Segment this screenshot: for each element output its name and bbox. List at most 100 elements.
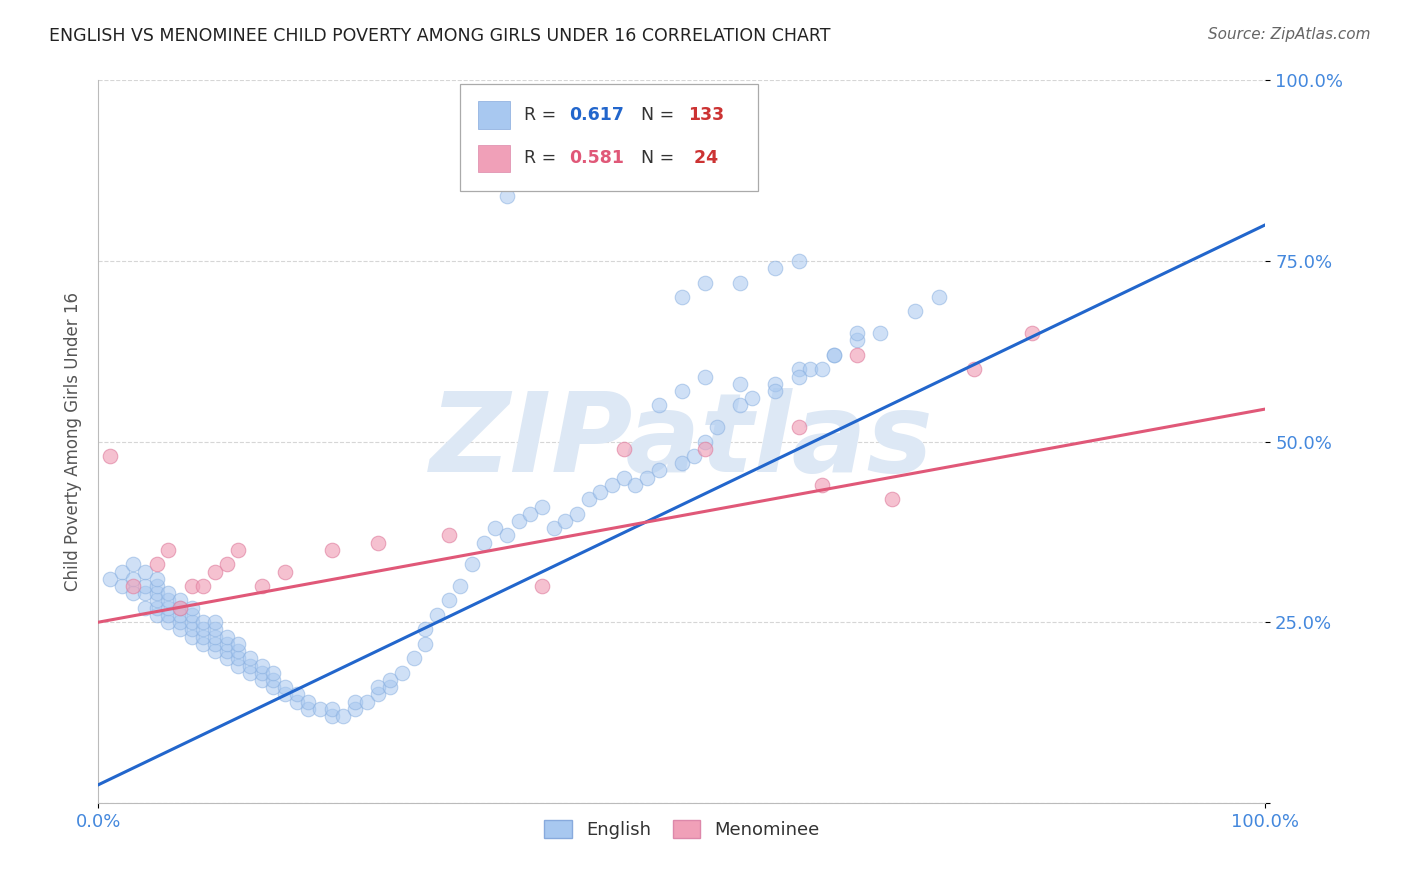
Point — [413, 637, 436, 651]
Point — [695, 434, 717, 449]
Point — [554, 167, 576, 181]
Point — [250, 658, 273, 673]
Point — [624, 478, 647, 492]
Point — [647, 463, 669, 477]
Point — [250, 665, 273, 680]
Point — [98, 449, 121, 463]
Point — [146, 558, 169, 572]
Point — [122, 572, 145, 586]
Point — [146, 600, 169, 615]
Point — [321, 709, 343, 723]
Point — [228, 644, 250, 658]
Point — [344, 702, 367, 716]
Point — [730, 276, 752, 290]
Point — [215, 630, 238, 644]
Point — [730, 398, 752, 412]
Point — [530, 579, 553, 593]
Point — [250, 579, 273, 593]
Y-axis label: Child Poverty Among Girls Under 16: Child Poverty Among Girls Under 16 — [63, 292, 82, 591]
Point — [297, 695, 319, 709]
Point — [823, 348, 845, 362]
Point — [426, 607, 449, 622]
Point — [239, 658, 262, 673]
Point — [204, 644, 226, 658]
Point — [157, 542, 180, 557]
Point — [169, 623, 191, 637]
Point — [530, 500, 553, 514]
Point — [695, 276, 717, 290]
Point — [880, 492, 903, 507]
Point — [228, 542, 250, 557]
Point — [613, 153, 636, 167]
Point — [787, 369, 810, 384]
Text: R =: R = — [524, 149, 562, 168]
Point — [904, 304, 927, 318]
Point — [215, 558, 238, 572]
Point — [228, 637, 250, 651]
Point — [157, 586, 180, 600]
Point — [169, 600, 191, 615]
Point — [169, 593, 191, 607]
Point — [297, 702, 319, 716]
Point — [180, 630, 202, 644]
Point — [530, 174, 553, 188]
Point — [193, 637, 215, 651]
Point — [285, 687, 308, 701]
Point — [846, 326, 869, 340]
Point — [262, 680, 284, 694]
Point — [391, 665, 413, 680]
Bar — [478, 101, 510, 128]
Point — [589, 167, 612, 181]
Point — [134, 565, 156, 579]
Point — [146, 607, 169, 622]
Point — [508, 514, 530, 528]
Text: N =: N = — [641, 149, 681, 168]
Point — [309, 702, 332, 716]
Point — [169, 607, 191, 622]
Point — [215, 644, 238, 658]
Point — [589, 485, 612, 500]
Point — [437, 593, 460, 607]
Point — [250, 673, 273, 687]
Point — [647, 398, 669, 412]
Point — [157, 615, 180, 630]
Point — [1021, 326, 1043, 340]
Legend: English, Menominee: English, Menominee — [536, 811, 828, 848]
Point — [180, 607, 202, 622]
Point — [799, 362, 821, 376]
Point — [285, 695, 308, 709]
Text: 133: 133 — [688, 106, 724, 124]
Point — [706, 420, 728, 434]
Point — [671, 456, 693, 470]
Point — [928, 290, 950, 304]
Point — [741, 391, 763, 405]
Point — [228, 651, 250, 665]
Point — [122, 579, 145, 593]
Point — [146, 579, 169, 593]
Point — [413, 623, 436, 637]
Point — [134, 600, 156, 615]
Point — [823, 348, 845, 362]
Text: 0.581: 0.581 — [568, 149, 624, 168]
Point — [146, 572, 169, 586]
FancyBboxPatch shape — [460, 84, 758, 191]
Point — [274, 680, 297, 694]
Point — [787, 362, 810, 376]
Point — [204, 565, 226, 579]
Point — [157, 600, 180, 615]
Point — [180, 615, 202, 630]
Point — [274, 687, 297, 701]
Point — [613, 470, 636, 484]
Point — [484, 521, 506, 535]
Point — [169, 600, 191, 615]
Point — [367, 687, 389, 701]
Point — [437, 528, 460, 542]
Point — [204, 615, 226, 630]
Point — [134, 579, 156, 593]
Point — [380, 673, 402, 687]
Text: ENGLISH VS MENOMINEE CHILD POVERTY AMONG GIRLS UNDER 16 CORRELATION CHART: ENGLISH VS MENOMINEE CHILD POVERTY AMONG… — [49, 27, 831, 45]
Point — [367, 680, 389, 694]
Text: 0.617: 0.617 — [568, 106, 624, 124]
Point — [262, 673, 284, 687]
Point — [157, 607, 180, 622]
